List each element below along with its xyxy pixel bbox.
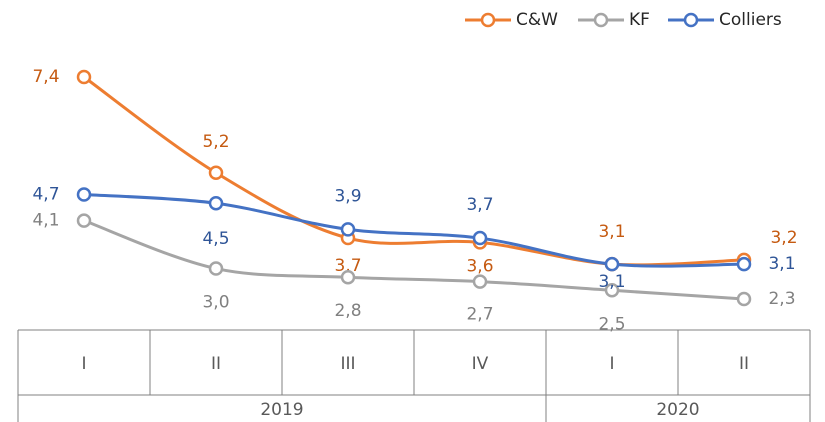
legend-label: C&W <box>516 10 558 30</box>
data-label: 3,7 <box>334 256 361 276</box>
data-label: 7,4 <box>32 67 59 87</box>
data-label: 3,2 <box>770 228 797 248</box>
legend-marker <box>593 12 609 28</box>
marker <box>76 213 92 228</box>
line <box>83 193 745 268</box>
data-label: 4,1 <box>32 211 59 231</box>
marker <box>340 269 356 285</box>
data-label: 3,0 <box>202 293 229 313</box>
line <box>83 75 745 267</box>
data-label: 3,6 <box>466 256 493 276</box>
marker <box>76 187 92 202</box>
data-label: 3,1 <box>598 272 625 292</box>
data-label: 3,1 <box>768 254 795 274</box>
marker <box>472 274 488 289</box>
x-tick-label: III <box>340 354 355 374</box>
x-tick-label: I <box>81 354 86 374</box>
group-label: 2020 <box>656 400 699 420</box>
data-label: 4,7 <box>32 185 59 205</box>
legend-label: KF <box>629 10 650 30</box>
x-tick-label: II <box>211 354 221 374</box>
data-label: 5,2 <box>202 132 229 152</box>
data-label: 2,8 <box>334 301 361 321</box>
marker <box>736 256 752 272</box>
legend-marker <box>683 12 699 28</box>
marker <box>208 195 224 211</box>
x-tick-label: II <box>739 354 749 374</box>
legend-marker <box>480 12 496 28</box>
data-label: 4,5 <box>202 229 229 249</box>
legend-label: Colliers <box>719 10 782 30</box>
marker <box>604 283 620 298</box>
data-label: 3,1 <box>598 222 625 242</box>
marker <box>736 291 752 307</box>
marker <box>472 230 488 246</box>
line <box>83 219 745 301</box>
x-tick-label: I <box>609 354 614 374</box>
data-label: 2,5 <box>598 314 625 334</box>
marker <box>208 261 224 276</box>
data-label: 2,7 <box>466 305 493 325</box>
group-label: 2019 <box>260 400 303 420</box>
marker <box>76 69 92 85</box>
data-label: 2,3 <box>768 289 795 309</box>
marker <box>208 165 224 181</box>
marker <box>340 222 356 237</box>
data-label: 3,7 <box>466 195 493 215</box>
x-tick-label: IV <box>472 354 489 374</box>
marker <box>604 256 620 272</box>
data-label: 3,9 <box>334 186 361 206</box>
